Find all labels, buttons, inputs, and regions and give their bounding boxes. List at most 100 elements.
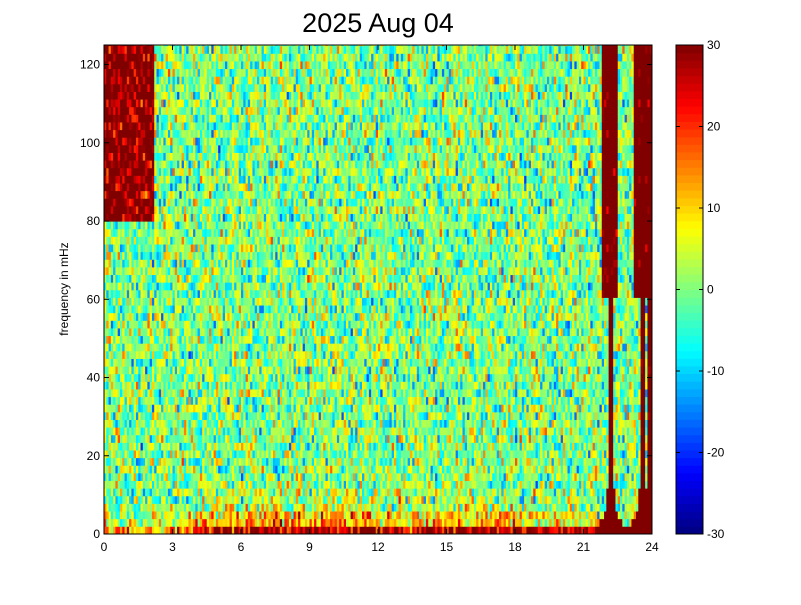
heatmap-cell [119, 221, 123, 230]
heatmap-cell [199, 511, 203, 520]
heatmap-cell [243, 358, 246, 367]
heatmap-cell [270, 488, 274, 497]
heatmap-cell [199, 343, 203, 352]
heatmap-cell [195, 99, 199, 108]
heatmap-cell [158, 419, 162, 428]
heatmap-cell [186, 305, 189, 314]
heatmap-cell [229, 427, 233, 436]
heatmap-cell [243, 190, 246, 199]
heatmap-cell [110, 167, 114, 176]
heatmap-cell [126, 244, 130, 253]
heatmap-cell [110, 183, 114, 192]
heatmap-cell [140, 526, 144, 535]
heatmap-cell [156, 236, 160, 245]
heatmap-cell [151, 114, 155, 123]
heatmap-cell [241, 350, 244, 359]
heatmap-cell [170, 114, 173, 123]
heatmap-cell [250, 160, 253, 169]
heatmap-cell [250, 251, 253, 260]
heatmap-cell [138, 328, 141, 337]
heatmap-cell [156, 259, 160, 268]
heatmap-cell [193, 434, 196, 443]
heatmap-cell [243, 114, 246, 123]
heatmap-cell [243, 221, 246, 230]
heatmap-cell [202, 404, 205, 413]
heatmap-cell [209, 221, 212, 230]
heatmap-cell [106, 526, 109, 535]
heatmap-cell [158, 312, 162, 321]
heatmap-cell [110, 144, 114, 153]
heatmap-cell [110, 83, 114, 92]
heatmap-cell [252, 358, 256, 367]
heatmap-cell [227, 267, 230, 276]
heatmap-cell [206, 320, 210, 329]
heatmap-cell [186, 488, 189, 497]
heatmap-cell [241, 137, 244, 146]
heatmap-cell [266, 480, 269, 489]
heatmap-cell [243, 282, 246, 291]
heatmap-cell [245, 305, 249, 314]
heatmap-cell [165, 427, 169, 436]
heatmap-cell [254, 389, 258, 398]
heatmap-cell [115, 282, 119, 291]
heatmap-cell [181, 129, 185, 138]
heatmap-cell [241, 427, 244, 436]
heatmap-cell [275, 45, 278, 47]
heatmap-cell [183, 320, 187, 329]
heatmap-cell [140, 358, 144, 367]
heatmap-cell [158, 122, 162, 131]
heatmap-cell [268, 488, 272, 497]
heatmap-cell [215, 205, 219, 215]
heatmap-cell [199, 274, 203, 283]
heatmap-cell [272, 358, 276, 367]
heatmap-cell [126, 274, 130, 283]
heatmap-cell [236, 183, 240, 192]
heatmap-cell [202, 381, 205, 390]
heatmap-cell [129, 83, 132, 92]
heatmap-cell [218, 465, 221, 474]
heatmap-cell [186, 381, 189, 390]
heatmap-cell [202, 289, 205, 298]
heatmap-cell [236, 411, 240, 420]
heatmap-cell [270, 61, 274, 70]
heatmap-cell [161, 251, 164, 260]
heatmap-cell [161, 404, 164, 413]
heatmap-cell [220, 45, 224, 54]
heatmap-cell [174, 228, 178, 237]
heatmap-cell [131, 373, 135, 382]
heatmap-cell [250, 328, 253, 337]
heatmap-cell [213, 137, 217, 146]
heatmap-cell [193, 465, 196, 474]
heatmap-cell [119, 129, 123, 138]
heatmap-cell [131, 511, 135, 520]
heatmap-cell [188, 160, 192, 169]
heatmap-cell [272, 251, 276, 260]
heatmap-cell [129, 381, 132, 390]
heatmap-cell [199, 488, 203, 497]
heatmap-cell [186, 450, 189, 459]
heatmap-cell [129, 129, 132, 138]
heatmap-cell [133, 450, 137, 459]
heatmap-cell [129, 190, 132, 199]
heatmap-cell [218, 205, 221, 215]
heatmap-cell [275, 450, 278, 459]
heatmap-cell [268, 343, 272, 352]
heatmap-cell [209, 450, 212, 459]
heatmap-cell [225, 434, 228, 443]
heatmap-cell [163, 495, 167, 504]
heatmap-cell [126, 152, 130, 161]
heatmap-cell [270, 221, 274, 230]
heatmap-cell [145, 404, 148, 413]
heatmap-cell [167, 320, 171, 329]
heatmap-cell [145, 236, 148, 245]
heatmap-cell [115, 312, 119, 321]
heatmap-cell [151, 144, 155, 153]
heatmap-cell [206, 213, 210, 222]
heatmap-cell [147, 83, 151, 92]
heatmap-cell [215, 411, 219, 420]
heatmap-cell [213, 91, 217, 100]
heatmap-cell [117, 282, 121, 291]
heatmap-cell [124, 45, 128, 47]
heatmap-cell [270, 106, 274, 115]
heatmap-cell [108, 488, 112, 497]
